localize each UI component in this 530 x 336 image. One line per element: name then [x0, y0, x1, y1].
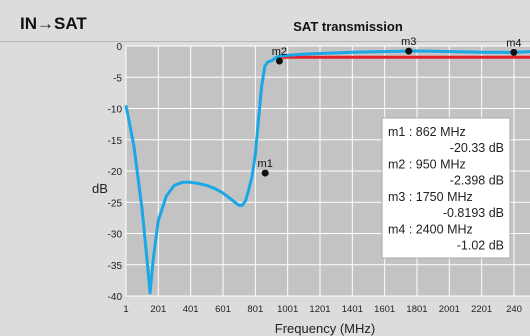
readout-name-1: m1 : 862 MHz: [388, 125, 466, 139]
x-tick-label: 801: [247, 304, 263, 315]
marker-point-m2: [275, 57, 283, 65]
readout-value-3: -0.8193 dB: [443, 206, 504, 220]
y-tick-label: -15: [108, 136, 123, 147]
y-axis-label: dB: [92, 181, 108, 196]
x-tick-label: 1601: [374, 304, 395, 315]
header-divider: [0, 41, 530, 42]
x-tick-label: 1: [123, 304, 128, 315]
y-tick-label: -25: [108, 198, 123, 209]
x-axis-ticks: 1 201 401 601 801 1001 1201 1401 1601 1801 2001 220…: [123, 304, 522, 315]
y-tick-label: -20: [108, 167, 123, 178]
x-tick-label: 1201: [309, 304, 330, 315]
x-tick-label: 1001: [277, 304, 298, 315]
y-tick-label: -30: [108, 230, 123, 241]
readout-name-4: m4 : 2400 MHz: [388, 223, 473, 237]
x-tick-label: 1401: [342, 304, 363, 315]
x-tick-label: 2201: [471, 304, 492, 315]
y-tick-label: -5: [113, 73, 122, 84]
marker-label-m2: m2: [272, 46, 287, 58]
x-tick-label: 1801: [406, 304, 427, 315]
page-title: IN→SAT: [20, 14, 87, 33]
x-tick-label: 401: [183, 304, 199, 315]
y-tick-label: -40: [108, 292, 123, 303]
y-tick-label: -10: [108, 105, 123, 116]
marker-readout-box: m1 : 862 MHz -20.33 dB m2 : 950 MHz -2.398 …: [381, 117, 511, 259]
markers: m1 m2 m3 m4: [258, 36, 521, 177]
x-tick-label: 240: [506, 304, 522, 315]
x-axis-label: Frequency (MHz): [275, 321, 375, 336]
x-tick-label: 2001: [439, 304, 460, 315]
readout-value-1: -20.33 dB: [450, 141, 504, 155]
readout-value-4: -1.02 dB: [457, 239, 504, 253]
marker-label-m3: m3: [401, 36, 416, 48]
chart-title: SAT transmission: [293, 19, 403, 34]
x-tick-label: 201: [150, 304, 166, 315]
readout-name-2: m2 : 950 MHz: [388, 158, 466, 172]
readout-value-2: -2.398 dB: [450, 174, 504, 188]
readout-name-3: m3 : 1750 MHz: [388, 190, 473, 204]
y-tick-label: -35: [108, 261, 123, 272]
y-tick-label: 0: [116, 42, 122, 53]
x-tick-label: 601: [215, 304, 231, 315]
marker-label-m4: m4: [506, 37, 521, 49]
marker-point-m3: [405, 47, 413, 55]
y-axis-ticks: 0 -5 -10 -15 -20 -25 -30 -35 -40: [108, 42, 123, 303]
marker-label-m1: m1: [258, 158, 273, 170]
marker-point-m4: [510, 48, 518, 56]
marker-point-m1: [261, 169, 269, 177]
